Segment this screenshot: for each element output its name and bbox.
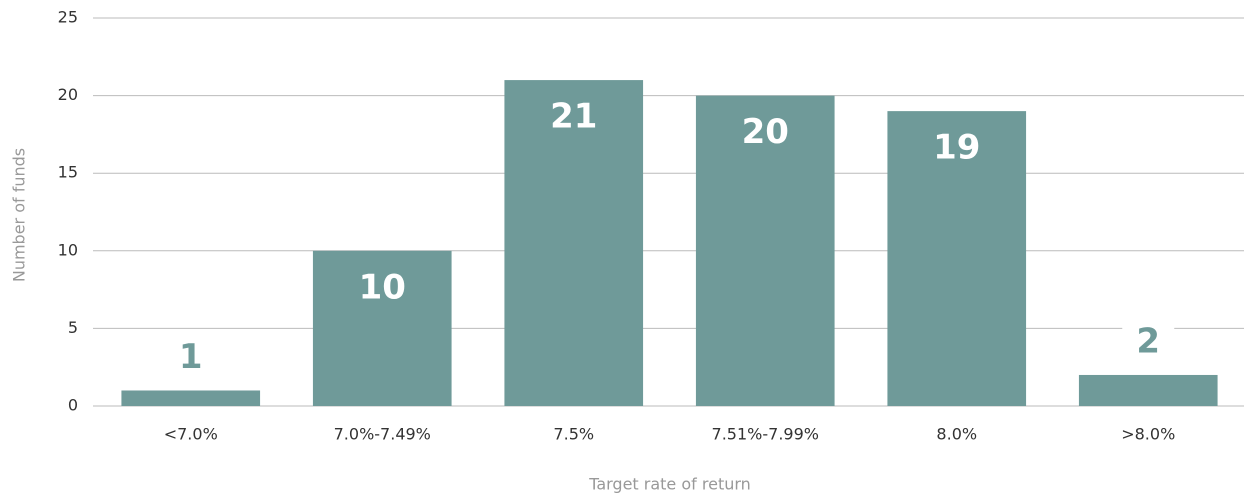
bar [1078,374,1218,406]
value-label: 2 [1136,321,1160,361]
value-label: 21 [550,97,597,137]
y-axis-title: Number of funds [10,148,29,282]
y-tick-label: 5 [68,318,78,337]
bar [887,111,1027,407]
x-axis-title: Target rate of return [588,475,751,494]
y-tick-label: 0 [68,396,78,415]
x-tick-label: 8.0% [936,425,977,444]
x-tick-label: 7.51%-7.99% [712,425,819,444]
y-tick-label: 20 [58,85,78,104]
bar [312,250,452,406]
value-label: 19 [933,128,980,168]
x-tick-label: 7.5% [553,425,594,444]
y-tick-label: 10 [58,240,78,259]
label-background [164,338,217,379]
x-tick-label: >8.0% [1121,425,1175,444]
value-label: 20 [742,112,789,152]
x-tick-label: <7.0% [164,425,218,444]
bar [121,390,261,406]
bar [695,95,835,406]
value-label: 1 [179,337,203,377]
value-label: 10 [359,267,406,307]
y-tick-label: 15 [58,163,78,182]
x-tick-label: 7.0%-7.49% [334,425,431,444]
y-tick-label: 25 [58,8,78,27]
label-background [1122,322,1175,363]
bar [504,80,644,406]
